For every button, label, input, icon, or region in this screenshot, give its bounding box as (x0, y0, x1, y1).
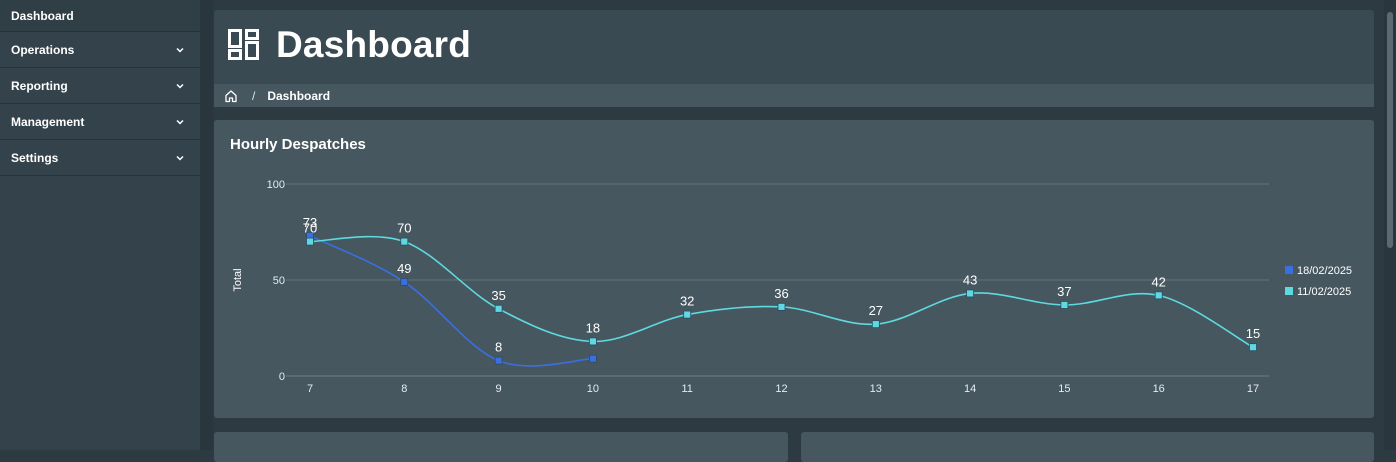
x-tick-label: 7 (307, 383, 313, 395)
y-tick-label: 0 (279, 371, 285, 383)
data-point (400, 278, 409, 286)
sidebar-item-label: Operations (11, 42, 75, 57)
sidebar-item-operations[interactable]: Operations (0, 32, 200, 68)
breadcrumb: / Dashboard (214, 84, 1374, 107)
breadcrumb-separator: / (252, 88, 256, 103)
data-point (871, 320, 880, 329)
sidebar-item-settings[interactable]: Settings (0, 140, 200, 176)
x-tick-label: 16 (1153, 383, 1165, 395)
x-tick-label: 9 (496, 383, 502, 395)
sidebar-item-dashboard[interactable]: Dashboard (0, 0, 200, 32)
data-label: 73 (303, 215, 317, 230)
data-point (1154, 291, 1163, 300)
sidebar-item-label: Settings (11, 150, 59, 165)
breadcrumb-current: Dashboard (267, 88, 331, 103)
sidebar-item-management[interactable]: Management (0, 104, 200, 140)
chevron-down-icon (176, 47, 184, 53)
data-point (588, 337, 597, 346)
data-point (1060, 301, 1069, 309)
data-label: 15 (1246, 326, 1260, 341)
page-header: Dashboard (214, 10, 1374, 84)
bottom-card-right (801, 432, 1374, 462)
data-point (683, 310, 692, 319)
hourly-despatches-chart: 0 50 100 7 8 9 10 11 12 13 14 15 16 17 Total 73 49 8 70 70 3… (232, 179, 1352, 395)
home-icon[interactable] (224, 89, 238, 103)
sidebar: Dashboard Operations Reporting Managemen… (0, 0, 201, 450)
data-label: 70 (397, 221, 411, 236)
chevron-down-icon (176, 119, 184, 125)
sidebar-item-reporting[interactable]: Reporting (0, 68, 200, 104)
x-tick-label: 13 (870, 383, 882, 395)
sidebar-divider (200, 0, 213, 450)
x-tick-label: 15 (1058, 383, 1070, 395)
page-scrollbar[interactable] (1384, 0, 1396, 450)
data-label: 36 (774, 286, 788, 301)
legend-label: 11/02/2025 (1297, 286, 1351, 298)
scrollbar-thumb[interactable] (1387, 12, 1393, 248)
data-label: 27 (869, 303, 883, 318)
y-tick-label: 100 (267, 179, 285, 191)
data-label: 8 (495, 340, 502, 355)
hourly-despatches-card: Hourly Despatches 0 50 100 7 8 9 10 11 12 13 14 15 1… (214, 120, 1374, 418)
data-point (400, 237, 409, 246)
sidebar-item-label: Management (11, 114, 85, 129)
data-point (306, 237, 314, 246)
x-tick-label: 12 (775, 383, 787, 395)
data-point (494, 304, 503, 313)
x-tick-label: 14 (964, 383, 976, 395)
chart-title: Hourly Despatches (230, 136, 366, 153)
data-point (1249, 343, 1257, 352)
legend-swatch (1285, 266, 1293, 274)
data-label: 43 (963, 272, 977, 287)
x-tick-label: 10 (587, 383, 599, 395)
x-tick-label: 8 (401, 383, 407, 395)
chevron-down-icon (176, 155, 184, 161)
y-axis-label: Total (232, 268, 244, 291)
data-point (966, 289, 974, 298)
series-line (309, 235, 593, 367)
legend-label: 18/02/2025 (1297, 265, 1352, 277)
y-tick-label: 50 (273, 275, 285, 287)
legend-swatch (1285, 287, 1293, 295)
data-label: 37 (1057, 284, 1071, 299)
sidebar-item-label: Reporting (11, 78, 68, 93)
data-label: 35 (491, 288, 505, 303)
bottom-card-left (214, 432, 788, 462)
data-label: 32 (680, 294, 694, 309)
data-label: 42 (1151, 274, 1165, 289)
data-label: 70 (303, 221, 317, 236)
chevron-down-icon (176, 83, 184, 89)
x-tick-label: 17 (1247, 383, 1259, 395)
page-title: Dashboard (276, 24, 472, 65)
data-point (588, 354, 597, 363)
data-label: 18 (586, 320, 600, 335)
dashboard-grid-icon (228, 29, 259, 60)
data-point (777, 302, 786, 311)
data-label: 49 (397, 261, 411, 276)
sidebar-item-label: Dashboard (11, 8, 74, 23)
data-point (494, 356, 503, 365)
x-tick-label: 11 (681, 383, 692, 395)
